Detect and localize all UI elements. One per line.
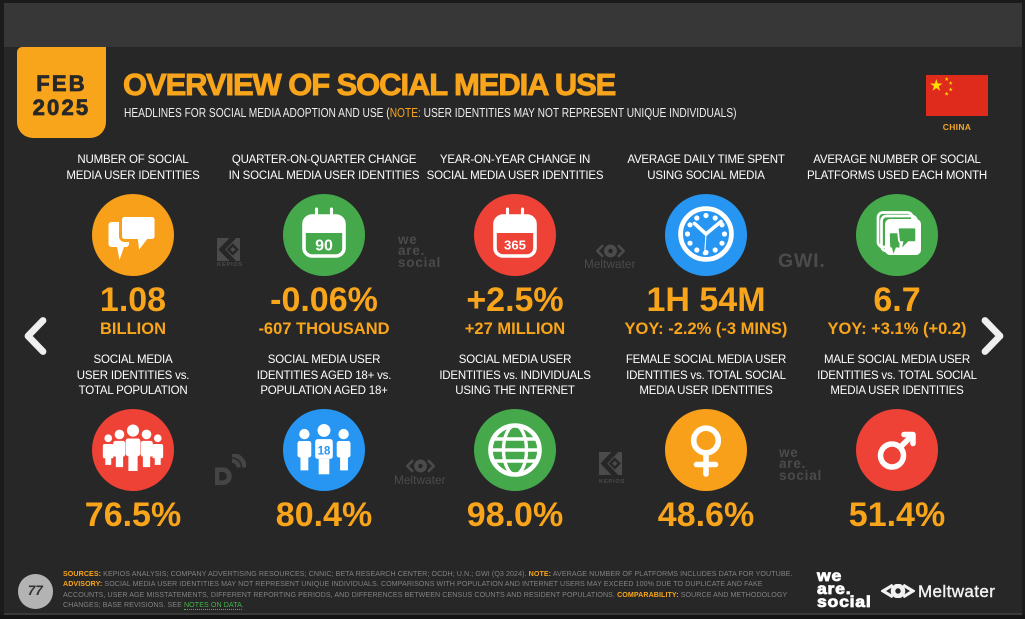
- svg-text:18: 18: [318, 446, 331, 458]
- svg-text:365: 365: [504, 238, 526, 253]
- svg-text:90: 90: [315, 238, 333, 255]
